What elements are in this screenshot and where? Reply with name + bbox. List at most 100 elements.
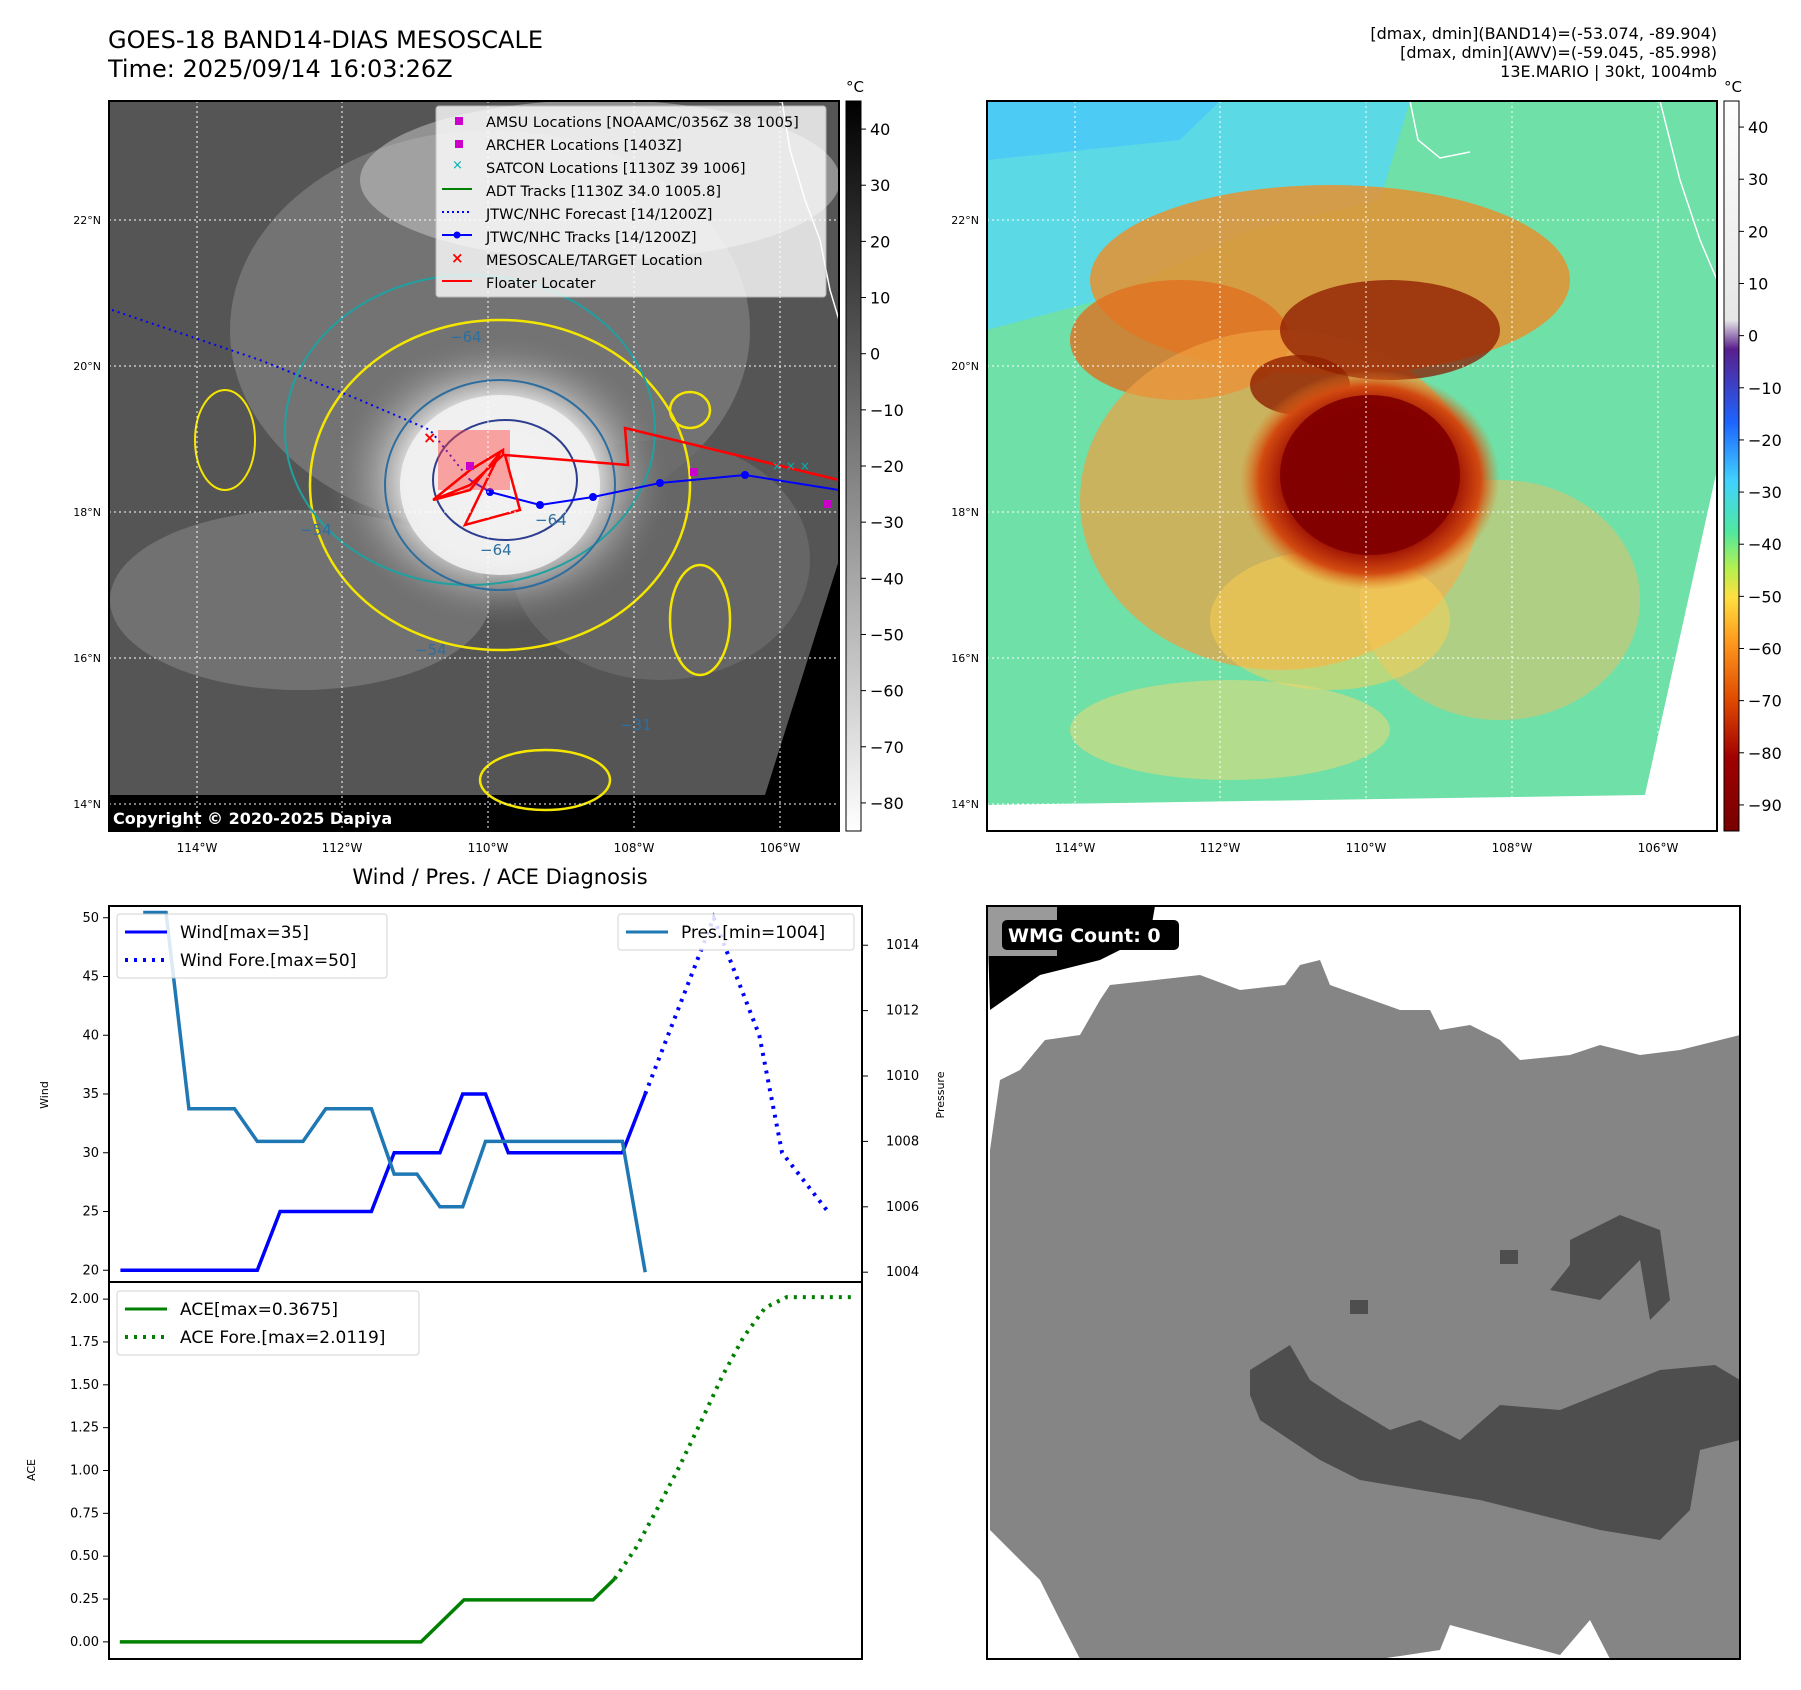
info-line-3: 13E.MARIO | 30kt, 1004mb (1500, 62, 1717, 81)
legend-label: Wind Fore.[max=50] (180, 951, 356, 971)
awv-colorbar-tick-label: −40 (1748, 535, 1782, 554)
figure-title: GOES-18 BAND14-DIAS MESOSCALE Time: 2025… (108, 26, 543, 84)
awv-colorbar-tick-label: −30 (1748, 483, 1782, 502)
ir-colorbar-tick-label: −30 (870, 513, 904, 532)
legend-label: Pres.[min=1004] (681, 923, 825, 943)
copyright-text: Copyright © 2020-2025 Dapiya (113, 809, 392, 828)
ir-colorbar-tick-label: −40 (870, 569, 904, 588)
contour-label: −64 (450, 328, 482, 346)
pressure-tick-label: 1012 (886, 1004, 919, 1019)
contour-label: −31 (620, 716, 652, 734)
legend-label: ARCHER Locations [1403Z] (486, 138, 682, 154)
lat-label: 22°N (951, 214, 979, 227)
awv-colorbar-tick-label: −50 (1748, 587, 1782, 606)
legend-swatch-archer (455, 140, 463, 148)
lon-label: 114°W (1055, 841, 1096, 855)
contour-yellow-outer (308, 318, 692, 652)
wmg-dark-region (1550, 1215, 1670, 1320)
ace-tick-label: 2.00 (70, 1292, 99, 1307)
lon-label: 112°W (322, 841, 363, 855)
ace-legend: ACE[max=0.3675] ACE Fore.[max=2.0119] (116, 1290, 420, 1356)
ace-tick-label: 1.50 (70, 1378, 99, 1393)
legend-label: ADT Tracks [1130Z 34.0 1005.8] (486, 184, 721, 200)
legend-swatch-mesoscale: × (451, 249, 464, 267)
awv-colorbar-tick-label: −60 (1748, 640, 1782, 659)
lon-label: 110°W (1346, 841, 1387, 855)
ace-series-line (119, 1577, 616, 1644)
pressure-series-line (143, 910, 647, 1273)
legend-label: AMSU Locations [NOAAMC/0356Z 38 1005] (486, 115, 799, 131)
wind-pressure-chart: Wind / Pres. / ACE Diagnosis Wind Pressu… (38, 865, 947, 1283)
ace-forecast-series-line (612, 1295, 852, 1581)
lat-label: 20°N (951, 360, 979, 373)
ir-colorbar-tick-label: −70 (870, 738, 904, 757)
legend-label: ACE[max=0.3675] (180, 1300, 338, 1320)
awv-gridlines (987, 101, 1717, 831)
info-line-1: [dmax, dmin](BAND14)=(-53.074, -89.904) (1370, 24, 1717, 43)
awv-colorbar-tick-label: −70 (1748, 692, 1782, 711)
wind-tick-label: 20 (82, 1263, 99, 1278)
pressure-axis-label: Pressure (934, 1071, 947, 1118)
ace-tick-label: 0.50 (70, 1549, 99, 1564)
awv-colorbar-unit: °C (1724, 78, 1742, 96)
wind-tick-label: 40 (82, 1028, 99, 1043)
wmg-panel: WMG Count: 0 (986, 905, 1741, 1660)
lat-label: 16°N (73, 652, 101, 665)
awv-map-frame (986, 100, 1718, 832)
ir-colorbar-tick-label: −60 (870, 682, 904, 701)
legend-label: JTWC/NHC Tracks [14/1200Z] (485, 230, 697, 246)
svg-text:× × ×: × × × (772, 459, 810, 473)
awv-colorbar-tick-label: 0 (1748, 327, 1758, 346)
ace-tick-label: 1.75 (70, 1335, 99, 1350)
ir-colorbar-tick-label: 10 (870, 289, 890, 308)
lat-label: 14°N (73, 798, 101, 811)
wmg-frame (986, 905, 1741, 1660)
lon-label: 114°W (177, 841, 218, 855)
wind-tick-label: 25 (82, 1205, 99, 1220)
ir-colorbar: °C 40 30 20 10 0 −10 −20 −30 −40 −50 −60 −70 −80 (845, 78, 904, 832)
awv-colorbar-tick-label: 10 (1748, 275, 1768, 294)
lat-label: 20°N (73, 360, 101, 373)
lon-label: 110°W (468, 841, 509, 855)
info-line-2: [dmax, dmin](AWV)=(-59.045, -85.998) (1400, 43, 1717, 62)
contour-label: −64 (480, 541, 512, 559)
ir-map-frame (108, 100, 840, 832)
lat-label: 18°N (951, 506, 979, 519)
wind-legend: Wind[max=35] Wind Fore.[max=50] Pres.[mi… (116, 913, 855, 979)
svg-text:×: × (423, 428, 436, 447)
lon-label: 108°W (1492, 841, 1533, 855)
wind-forecast-series-line (643, 912, 830, 1213)
ir-colorbar-tick-label: 40 (870, 120, 890, 139)
pressure-tick-label: 1010 (886, 1069, 919, 1084)
pressure-tick-label: 1004 (886, 1265, 919, 1280)
ace-tick-label: 1.25 (70, 1421, 99, 1436)
contour-label: −54 (300, 521, 332, 539)
ir-colorbar-unit: °C (846, 78, 864, 96)
legend-label: MESOSCALE/TARGET Location (486, 253, 703, 269)
contour-label: −64 (535, 511, 567, 529)
awv-colorbar-tick-label: −10 (1748, 379, 1782, 398)
lon-label: 108°W (614, 841, 655, 855)
legend-label: JTWC/NHC Forecast [14/1200Z] (485, 207, 712, 223)
ir-colorbar-tick-label: −50 (870, 625, 904, 644)
ir-map-panel: × × × × −64 −54 −64 −64 −54 −31 (73, 78, 904, 855)
legend-label: ACE Fore.[max=2.0119] (180, 1328, 385, 1348)
awv-colorbar-tick-label: −90 (1748, 796, 1782, 815)
ace-tick-label: 1.00 (70, 1464, 99, 1479)
awv-map-panel: 22°N 20°N 18°N 16°N 14°N 114°W 112°W 110… (951, 78, 1782, 855)
legend-swatch-amsu (455, 117, 463, 125)
ace-axis-label: ACE (25, 1459, 38, 1481)
lat-label: 16°N (951, 652, 979, 665)
awv-colorbar-tick-label: 30 (1748, 170, 1768, 189)
ace-tick-label: 0.25 (70, 1592, 99, 1607)
pressure-tick-label: 1014 (886, 938, 919, 953)
title-line-2: Time: 2025/09/14 16:03:26Z (108, 55, 453, 83)
lon-label: 112°W (1200, 841, 1241, 855)
ir-colorbar-tick-label: −10 (870, 401, 904, 420)
forecast-track (111, 309, 471, 481)
ir-colorbar-tick-label: −20 (870, 457, 904, 476)
ir-colorbar-tick-label: 0 (870, 345, 880, 364)
intensity-info: [dmax, dmin](BAND14)=(-53.074, -89.904) … (1370, 24, 1717, 81)
lon-label: 106°W (760, 841, 801, 855)
